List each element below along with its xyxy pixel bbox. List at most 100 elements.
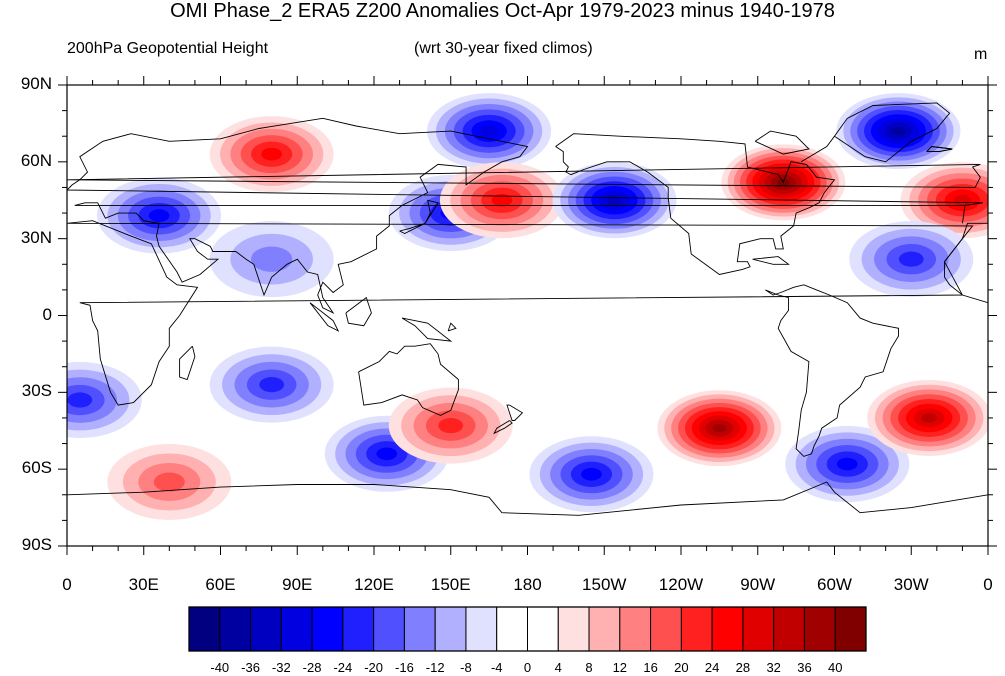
units-label: m	[974, 46, 988, 63]
lat-label: 60S	[21, 458, 52, 478]
coastline-segment	[67, 117, 983, 315]
colorbar-label: -12	[425, 660, 445, 675]
colorbar-label: -28	[302, 660, 322, 675]
colorbar-swatch	[280, 606, 313, 652]
contour-level	[581, 467, 602, 481]
lon-label: 90E	[282, 575, 313, 594]
lon-label: 90W	[740, 575, 776, 594]
contour-level	[491, 193, 513, 207]
colorbar-swatch	[773, 606, 805, 652]
lon-label: 150E	[430, 575, 471, 594]
anomaly-contours	[67, 93, 988, 520]
colorbar-swatch	[250, 606, 282, 652]
colorbar-label: -4	[490, 660, 503, 675]
colorbar-label: 40	[827, 660, 843, 675]
coastlines	[67, 102, 988, 516]
coastline-segment	[926, 146, 953, 153]
anomaly-center	[107, 443, 232, 520]
coastline-segment	[179, 345, 196, 381]
colorbar-frame	[188, 606, 867, 652]
lat-label: 90N	[20, 74, 52, 93]
anomaly-center	[552, 162, 677, 239]
anomaly-center	[836, 93, 961, 170]
anomaly-center	[388, 387, 513, 464]
anomaly-center	[867, 379, 988, 456]
lat-label: 0	[42, 304, 52, 324]
colorbar-swatch	[465, 606, 498, 652]
colorbar-label: 12	[612, 660, 628, 675]
anomaly-center	[785, 426, 910, 503]
contour-level	[67, 392, 93, 408]
colorbar-swatch	[219, 606, 252, 652]
coastline-segment	[765, 284, 899, 457]
colorbar	[188, 606, 867, 652]
colorbar-swatch	[557, 606, 590, 652]
colorbar-label: 8	[585, 660, 593, 675]
colorbar-label: 20	[674, 660, 689, 675]
colorbar-label: 16	[643, 660, 658, 675]
anomaly-center	[209, 221, 334, 298]
colorbar-label: 4	[554, 660, 562, 675]
contour-level	[438, 418, 464, 434]
colorbar-swatch	[742, 606, 775, 652]
variable-subtitle: 200hPa Geopotential Height	[67, 40, 269, 57]
coastline-segment	[447, 322, 457, 332]
lat-label: 90S	[21, 535, 52, 554]
coastline-segment	[67, 220, 974, 406]
contour-level	[259, 377, 285, 393]
colorbar-label: 28	[735, 660, 751, 675]
colorbar-label: -20	[364, 660, 384, 675]
coastline-segment	[800, 102, 951, 163]
contour-level	[153, 472, 185, 492]
coastline-segment	[944, 222, 988, 304]
colorbar-swatch	[311, 606, 344, 652]
lon-label: 0	[983, 575, 993, 594]
colorbar-label: -32	[271, 660, 291, 675]
contour-level	[836, 457, 858, 471]
lon-label: 0	[62, 575, 72, 594]
lon-label: 60W	[817, 575, 852, 594]
colorbar-label: 0	[523, 660, 532, 675]
anomaly-center	[849, 221, 974, 298]
colorbar-swatch	[496, 606, 528, 652]
colorbar-label: -8	[460, 660, 472, 675]
colorbar-label: 24	[704, 660, 720, 675]
coastline-segment	[555, 133, 836, 275]
contour-level	[953, 194, 972, 206]
colorbar-label: 36	[797, 660, 812, 675]
anomaly-center	[97, 177, 222, 254]
coastline-segment	[401, 317, 453, 342]
lon-label: 150W	[582, 575, 627, 594]
colorbar-swatch	[650, 606, 682, 652]
lon-label: 180	[513, 575, 542, 594]
coastline-segment	[67, 163, 981, 188]
climatology-subtitle: (wrt 30-year fixed climos)	[414, 40, 593, 57]
lat-label: 30S	[21, 381, 52, 401]
lon-label: 30E	[128, 575, 159, 594]
colorbar-swatch	[188, 606, 221, 652]
coastline-segment	[67, 481, 988, 516]
contour-level	[921, 413, 937, 423]
coastline-segment	[493, 420, 513, 435]
colorbar-label: -16	[395, 660, 414, 675]
colorbar-swatch	[834, 606, 867, 652]
lon-label: 120E	[354, 575, 394, 594]
figure-title: OMI Phase_2 ERA5 Z200 Anomalies Oct-Apr …	[170, 0, 835, 22]
contour-level	[480, 125, 498, 137]
colorbar-swatch	[373, 606, 405, 652]
anomaly-center	[209, 116, 334, 193]
anomaly-center	[209, 346, 334, 423]
colorbar-label: -36	[241, 660, 260, 675]
contour-level	[376, 447, 398, 461]
lon-label: 60E	[205, 575, 236, 594]
contour-level	[898, 251, 924, 267]
coastline-segment	[309, 302, 340, 332]
contour-level	[261, 147, 282, 161]
colorbar-label: -24	[333, 660, 353, 675]
coastline-segment	[752, 256, 790, 265]
colorbar-label: 32	[766, 660, 781, 675]
lon-label: 30W	[893, 575, 929, 594]
lat-label: 30N	[20, 227, 52, 247]
coastline-segment	[506, 404, 524, 421]
